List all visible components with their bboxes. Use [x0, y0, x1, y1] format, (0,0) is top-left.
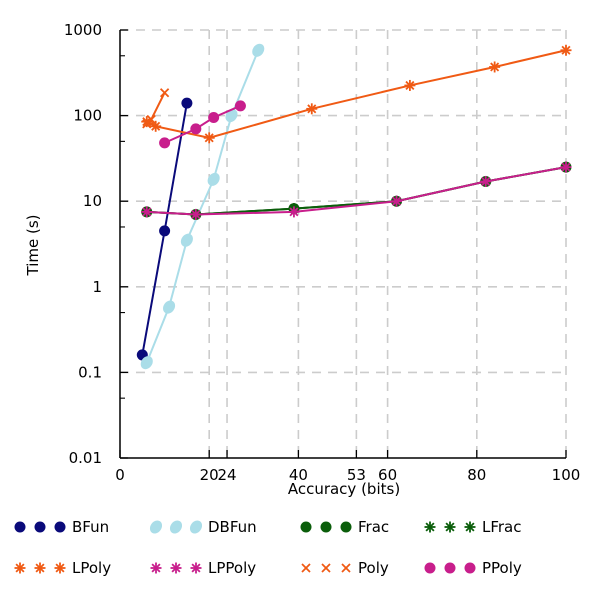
- series-lpoly: [141, 44, 572, 144]
- legend-marker-lppoly: [170, 562, 182, 574]
- x-axis-title: Accuracy (bits): [288, 480, 400, 498]
- data-point-poly: [159, 88, 170, 98]
- data-point-lppoly: [141, 206, 153, 218]
- legend-marker-lppoly: [150, 562, 162, 574]
- series-poly: [142, 88, 170, 129]
- y-tick-label: 0.1: [78, 363, 102, 381]
- data-point-dbfun: [163, 300, 176, 314]
- x-tick-label: 53: [347, 466, 366, 484]
- legend-marker-poly: [301, 563, 311, 573]
- data-point-lpoly: [404, 79, 416, 91]
- legend-item-poly: Poly: [301, 559, 389, 577]
- legend-marker-poly: [341, 563, 351, 573]
- data-point-bfun: [159, 225, 171, 237]
- series-bfun: [136, 97, 193, 361]
- x-tick-label: 40: [289, 466, 308, 484]
- data-point-ppoly: [234, 100, 246, 112]
- data-point-lppoly: [391, 195, 403, 207]
- data-point-lppoly: [190, 208, 202, 220]
- legend-marker-ppoly: [444, 562, 456, 574]
- data-point-lpoly: [560, 44, 572, 56]
- data-point-lppoly: [480, 175, 492, 187]
- legend-item-frac: Frac: [300, 518, 389, 536]
- data-point-lpoly: [489, 61, 501, 73]
- legend-marker-lfrac: [444, 521, 456, 533]
- legend-label-dbfun: DBFun: [208, 518, 257, 536]
- legend-marker-lfrac: [464, 521, 476, 533]
- x-tick-label: 0: [115, 466, 125, 484]
- y-tick-label: 1000: [64, 21, 102, 39]
- series-dbfun: [140, 43, 265, 370]
- data-point-dbfun: [252, 43, 265, 57]
- y-tick-label: 1: [92, 278, 102, 296]
- legend: BFun DBFun Frac LFrac LPoly LPPoly Poly PPoly: [14, 518, 522, 577]
- legend-item-lfrac: LFrac: [424, 518, 522, 536]
- legend-marker-poly: [321, 563, 331, 573]
- x-tick-label: 20: [200, 466, 219, 484]
- legend-marker-lpoly: [34, 562, 46, 574]
- x-tick-label: 80: [467, 466, 486, 484]
- legend-marker-lpoly: [14, 562, 26, 574]
- series-line-lppoly: [146, 166, 567, 216]
- data-point-lppoly: [288, 206, 300, 218]
- x-tick-label: 60: [378, 466, 397, 484]
- legend-marker-lpoly: [54, 562, 66, 574]
- legend-marker-bfun: [54, 521, 66, 533]
- legend-label-lfrac: LFrac: [482, 518, 522, 536]
- y-axis-title: Time (s): [24, 215, 42, 277]
- data-point-dbfun: [180, 233, 193, 247]
- legend-item-ppoly: PPoly: [424, 559, 522, 577]
- series-lppoly: [141, 161, 572, 220]
- legend-marker-bfun: [34, 521, 46, 533]
- legend-marker-lppoly: [190, 562, 202, 574]
- legend-label-bfun: BFun: [72, 518, 109, 536]
- legend-label-frac: Frac: [358, 518, 389, 536]
- data-point-ppoly: [190, 123, 202, 135]
- y-tick-label: 100: [73, 107, 102, 125]
- legend-item-dbfun: DBFun: [149, 518, 257, 536]
- legend-marker-frac: [340, 521, 352, 533]
- data-point-bfun: [181, 97, 193, 109]
- data-point-lpoly: [306, 103, 318, 115]
- series-ppoly: [159, 100, 246, 149]
- legend-label-lpoly: LPoly: [72, 559, 111, 577]
- legend-marker-lfrac: [424, 521, 436, 533]
- legend-item-lppoly: LPPoly: [150, 559, 256, 577]
- y-tick-label: 0.01: [69, 449, 102, 467]
- grid-lines: [120, 29, 567, 458]
- legend-marker-ppoly: [424, 562, 436, 574]
- data-point-ppoly: [159, 137, 171, 149]
- legend-marker-dbfun: [169, 520, 183, 534]
- data-point-dbfun: [207, 172, 220, 186]
- x-tick-label: 100: [552, 466, 581, 484]
- legend-marker-dbfun: [149, 520, 163, 534]
- legend-item-bfun: BFun: [14, 518, 109, 536]
- data-point-dbfun: [225, 109, 238, 123]
- data-point-poly: [146, 114, 156, 125]
- legend-item-lpoly: LPoly: [14, 559, 111, 577]
- legend-marker-frac: [320, 521, 332, 533]
- data-point-ppoly: [208, 112, 220, 124]
- legend-marker-dbfun: [189, 520, 203, 534]
- data-point-lppoly: [560, 161, 572, 173]
- series-line-ppoly: [164, 104, 241, 144]
- legend-label-poly: Poly: [358, 559, 389, 577]
- legend-marker-frac: [300, 521, 312, 533]
- data-point-lpoly: [150, 120, 162, 132]
- data-point-lpoly: [203, 132, 215, 144]
- x-tick-label: 24: [217, 466, 236, 484]
- plot-area: [136, 43, 572, 370]
- legend-label-lppoly: LPPoly: [208, 559, 256, 577]
- legend-marker-bfun: [14, 521, 26, 533]
- legend-label-ppoly: PPoly: [482, 559, 522, 577]
- data-point-dbfun: [140, 356, 153, 370]
- y-tick-label: 10: [83, 192, 102, 210]
- legend-marker-ppoly: [464, 562, 476, 574]
